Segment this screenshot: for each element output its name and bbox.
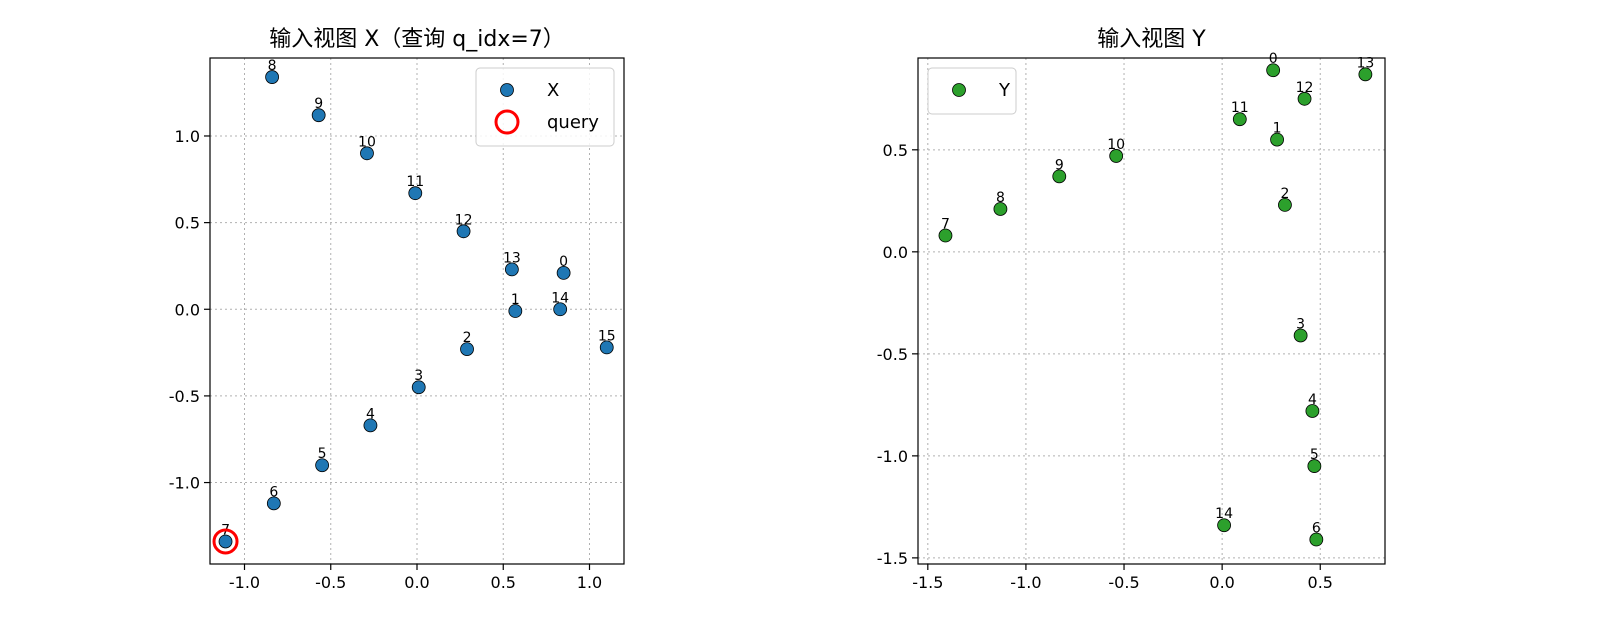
point-label: 10	[358, 134, 376, 150]
data-point	[1307, 459, 1322, 473]
point-label: 7	[941, 217, 950, 233]
y-tick-label: -0.5	[169, 387, 200, 406]
data-point	[1270, 132, 1284, 147]
data-point	[411, 380, 426, 395]
point-label: 0	[1269, 51, 1278, 67]
point-label: 3	[414, 368, 423, 384]
chart-title: 输入视图 Y	[1097, 27, 1206, 52]
y-tick-label: -1.0	[877, 447, 908, 466]
legend-label: Y	[998, 80, 1011, 101]
y-tick-label: 0.0	[175, 300, 200, 319]
point-label: 6	[1312, 521, 1321, 537]
data-point	[504, 262, 519, 277]
data-point	[1297, 91, 1312, 106]
point-label: 14	[1215, 506, 1233, 522]
chart-title: 输入视图 X（查询 q_idx=7）	[269, 27, 565, 52]
point-label: 2	[1280, 186, 1289, 202]
legend: Y	[927, 67, 1017, 115]
y-tick-label: -1.0	[169, 474, 200, 493]
legend-label: X	[547, 80, 559, 101]
x-tick-label: 0.0	[1209, 573, 1234, 592]
point-label: 12	[455, 212, 473, 228]
y-tick-label: 0.5	[883, 141, 908, 160]
point-label: 2	[463, 330, 472, 346]
point-label: 9	[314, 96, 323, 112]
point-label: 15	[598, 328, 616, 344]
point-label: 5	[318, 446, 327, 462]
point-label: 5	[1310, 447, 1319, 463]
data-point	[1309, 532, 1324, 547]
data-point	[1358, 67, 1373, 82]
x-tick-label: -1.0	[229, 573, 260, 592]
legend-marker-ring	[494, 109, 520, 135]
axes-frame	[917, 57, 1386, 565]
point-label: 11	[406, 174, 424, 190]
x-tick-label: -1.0	[1010, 573, 1041, 592]
data-point	[1052, 169, 1067, 184]
data-point	[266, 496, 281, 511]
y-tick-label: 1.0	[175, 127, 200, 146]
data-point	[508, 304, 523, 318]
point-label: 4	[366, 406, 375, 422]
data-point	[1293, 328, 1308, 343]
point-label: 0	[559, 254, 568, 270]
point-label: 10	[1107, 137, 1125, 153]
data-point	[218, 534, 233, 549]
y-tick-label: -1.5	[877, 549, 908, 568]
point-label: 11	[1231, 100, 1249, 116]
data-point	[460, 342, 474, 357]
point-label: 1	[1273, 121, 1282, 137]
data-point	[1305, 404, 1320, 418]
point-label: 8	[996, 190, 1005, 206]
data-point	[556, 265, 571, 280]
chart-0: -1.0 -0.5 0.0 0.5 1.0 -1.0 -0.5 0.0 0.5 1.0 输入视图 X…	[169, 27, 625, 592]
x-tick-label: -0.5	[1108, 573, 1139, 592]
legend-box	[927, 67, 1017, 115]
data-point	[363, 418, 378, 433]
chart-1: -1.5 -1.0 -0.5 0.0 0.5 -1.5 -1.0 -0.5 0.0 0.5 输入视图…	[877, 27, 1386, 592]
data-point	[1217, 518, 1232, 533]
point-label: 8	[268, 58, 277, 74]
point-label: 4	[1308, 392, 1317, 408]
x-tick-label: 1.0	[577, 573, 602, 592]
data-point	[1109, 149, 1124, 163]
data-point	[1278, 198, 1292, 212]
x-tick-label: 0.5	[1308, 573, 1333, 592]
data-point	[315, 458, 330, 473]
point-label: 9	[1055, 157, 1064, 173]
point-label: 14	[551, 290, 569, 306]
data-point	[938, 228, 953, 243]
data-point	[1232, 112, 1247, 127]
data-point	[311, 108, 326, 123]
legend-label: query	[547, 112, 599, 133]
query-marker	[212, 528, 239, 555]
x-tick-label: 0.5	[491, 573, 516, 592]
data-point	[553, 302, 568, 317]
y-tick-label: -0.5	[877, 345, 908, 364]
data-point	[408, 186, 423, 201]
data-point	[360, 146, 374, 161]
data-point	[265, 70, 280, 84]
data-point	[1266, 63, 1281, 78]
data-point	[456, 224, 471, 239]
legend-marker-point	[500, 83, 514, 97]
point-label: 13	[503, 250, 521, 266]
data-point	[599, 340, 614, 355]
point-label: 1	[511, 292, 520, 308]
x-tick-label: -1.5	[912, 573, 943, 592]
y-tick-label: 0.0	[883, 243, 908, 262]
legend-marker-point	[952, 83, 966, 97]
point-label: 12	[1296, 80, 1314, 96]
x-tick-label: 0.0	[404, 573, 429, 592]
x-tick-label: -0.5	[315, 573, 346, 592]
legend-box	[475, 67, 615, 147]
point-label: 3	[1296, 316, 1305, 332]
point-label: 13	[1356, 55, 1374, 71]
point-label: 6	[269, 484, 278, 500]
data-point	[993, 202, 1008, 216]
y-tick-label: 0.5	[175, 214, 200, 233]
